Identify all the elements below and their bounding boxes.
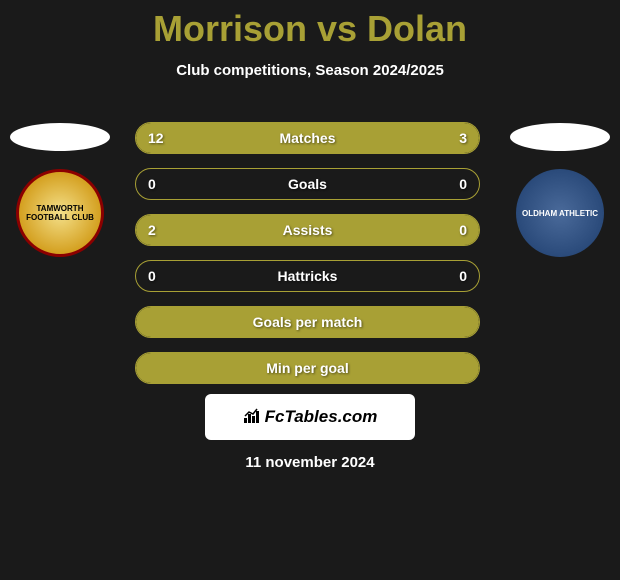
stat-label: Assists <box>283 222 333 238</box>
stat-right-value: 0 <box>459 222 467 238</box>
left-ellipse-decoration <box>10 123 110 151</box>
stat-label: Min per goal <box>266 360 348 376</box>
stat-fill-right <box>410 123 479 153</box>
stat-label: Goals <box>288 176 327 192</box>
stat-left-value: 0 <box>148 176 156 192</box>
stat-bar: Goals per match <box>135 306 480 338</box>
stat-bar: 0 Hattricks 0 <box>135 260 480 292</box>
stat-right-value: 0 <box>459 176 467 192</box>
stat-label: Matches <box>279 130 335 146</box>
stat-bar: Min per goal <box>135 352 480 384</box>
right-team-crest: OLDHAM ATHLETIC <box>516 169 604 257</box>
stat-bar: 2 Assists 0 <box>135 214 480 246</box>
brand-box[interactable]: FcTables.com <box>205 394 415 440</box>
stat-left-value: 0 <box>148 268 156 284</box>
right-team-badge-area: OLDHAM ATHLETIC <box>510 115 610 295</box>
comparison-title: Morrison vs Dolan <box>0 0 620 50</box>
chart-icon <box>243 408 261 427</box>
stat-left-value: 12 <box>148 130 164 146</box>
stat-fill-left <box>136 123 410 153</box>
stat-label: Hattricks <box>278 268 338 284</box>
stat-bar: 0 Goals 0 <box>135 168 480 200</box>
stats-container: 12 Matches 3 0 Goals 0 2 Assists 0 0 Hattricks 0 Goa… <box>135 122 480 398</box>
stat-right-value: 0 <box>459 268 467 284</box>
brand-text: FcTables.com <box>265 407 378 427</box>
stat-right-value: 3 <box>459 130 467 146</box>
left-team-badge-area: TAMWORTH FOOTBALL CLUB <box>10 115 110 295</box>
left-crest-label: TAMWORTH FOOTBALL CLUB <box>19 204 101 222</box>
left-team-crest: TAMWORTH FOOTBALL CLUB <box>16 169 104 257</box>
stat-label: Goals per match <box>253 314 363 330</box>
comparison-subtitle: Club competitions, Season 2024/2025 <box>0 62 620 79</box>
right-crest-label: OLDHAM ATHLETIC <box>522 209 598 218</box>
stat-bar: 12 Matches 3 <box>135 122 480 154</box>
date-text: 11 november 2024 <box>245 454 374 471</box>
right-ellipse-decoration <box>510 123 610 151</box>
stat-left-value: 2 <box>148 222 156 238</box>
